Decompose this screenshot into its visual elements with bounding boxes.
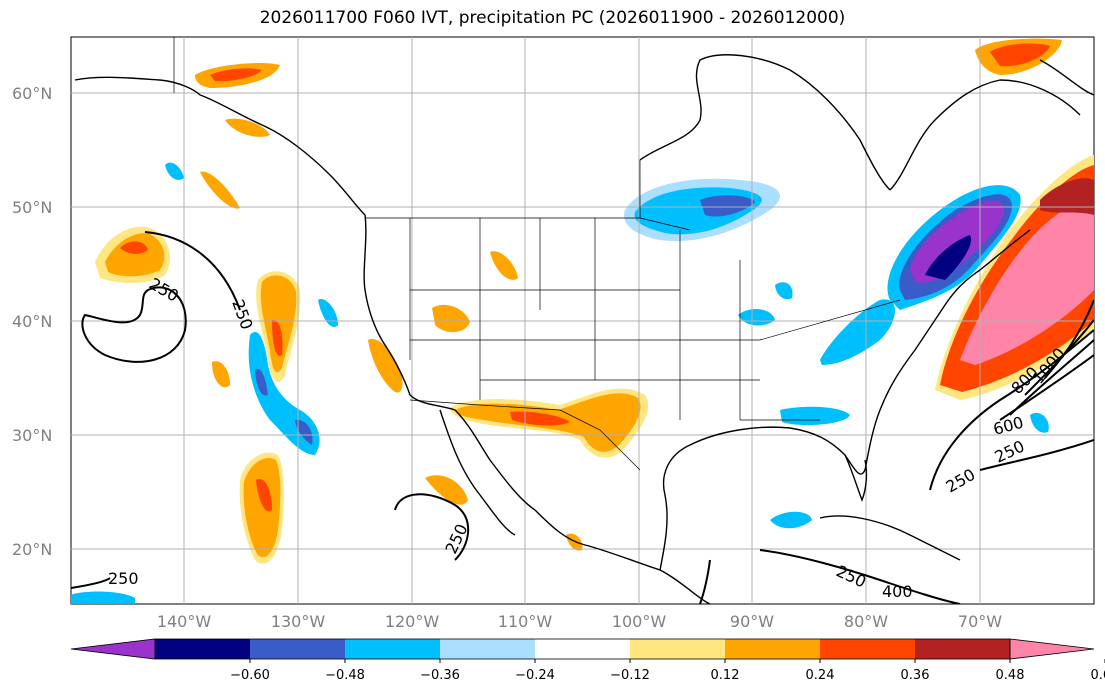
negative-region-caribbean (770, 511, 812, 529)
coastline-north-america-west (199, 94, 711, 604)
lon-label: 140°W (157, 612, 212, 631)
coastline-hudson-bay (639, 54, 891, 191)
lat-label: 60°N (12, 84, 52, 103)
lat-label: 20°N (12, 540, 52, 559)
colorbar-tick-label: −0.36 (420, 668, 460, 683)
positive-region-pacific-mid-red (272, 319, 283, 356)
longitude-labels: 140°W 130°W 120°W 110°W 100°W 90°W 80°W … (157, 612, 1002, 631)
positive-region-pacific-west-red (120, 241, 148, 254)
colorbar-swatch (820, 639, 915, 659)
ivt-contour-atlantic-1000 (1044, 299, 1094, 379)
positive-region-alaska-core (210, 68, 262, 82)
positive-region-greenland-core (990, 43, 1050, 67)
positive-region-pacific-west-core (105, 233, 165, 277)
ivt-contour-south-250 (71, 577, 111, 589)
graticule (71, 37, 1094, 604)
colorbar-swatch (250, 639, 345, 659)
negative-region-oregon (165, 162, 184, 180)
ivt-contour-atlantic-400 (999, 354, 1094, 421)
political-borders (173, 37, 901, 471)
coastlines (74, 54, 1094, 604)
positive-region-bc (225, 118, 270, 137)
ivt-contour-atlantic-600 (1009, 339, 1094, 416)
colorbar-tick-label: −0.24 (515, 668, 555, 683)
coastline-gulf (659, 229, 1031, 571)
ivt-contour-west-250 (144, 231, 241, 311)
colorbar-swatch (535, 639, 630, 659)
positive-region-baja (425, 475, 468, 505)
lon-label: 110°W (498, 612, 553, 631)
negative-region-northeast-dark (925, 235, 971, 280)
positive-region-pacific-south-core (243, 458, 281, 558)
positive-region-bc2 (200, 171, 240, 209)
latitude-labels: 60°N 50°N 40°N 30°N 20°N (12, 84, 52, 559)
colorbar-tick-label: 0.12 (711, 668, 740, 683)
positive-region-pacific-small (212, 361, 230, 388)
positive-region-atlantic-pink (960, 200, 1094, 365)
lon-label: 120°W (385, 612, 440, 631)
ivt-contour-atlantic-250 (929, 329, 1094, 491)
colorbar: −0.60 −0.48 −0.36 −0.24 −0.12 0.12 0.24 0.36 0.4… (70, 638, 1105, 683)
positive-region-nevada (432, 304, 470, 333)
coastline-greenland (1039, 59, 1094, 96)
coastline-alaska (74, 76, 201, 96)
lat-label: 50°N (12, 198, 52, 217)
colorbar-tick-label: 0.24 (806, 668, 835, 683)
lon-label: 100°W (612, 612, 667, 631)
lat-label: 30°N (12, 426, 52, 445)
ivt-contour-west-loop (81, 286, 187, 363)
ivt-label: 250 (108, 569, 139, 588)
coastline-labrador (889, 79, 1081, 191)
ivt-contours (71, 231, 1094, 604)
negative-region-atlantic (1030, 412, 1049, 433)
ivt-contour-atlantic-250b (979, 439, 1094, 471)
colorbar-swatch (725, 639, 820, 659)
lon-label: 80°W (844, 612, 888, 631)
colorbar-tick-label: 0.60 (1091, 668, 1105, 683)
ivt-contour-mexico-250 (394, 493, 470, 561)
colorbar-tick-label: −0.48 (325, 668, 365, 683)
negative-region-ontario-inner (700, 195, 755, 217)
colorbar-border (154, 638, 1011, 660)
positive-region-pacific-south-red (256, 479, 272, 512)
ivt-contour-caribbean-250 (759, 549, 961, 604)
colorbar-extend-high (1009, 638, 1095, 660)
colorbar-swatch (915, 639, 1010, 659)
positive-region-idaho (490, 251, 518, 280)
coastline-florida (844, 454, 868, 502)
positive-region-atlantic-darkred (1040, 178, 1094, 215)
negative-region-midatlantic (820, 299, 895, 365)
lon-label: 70°W (958, 612, 1002, 631)
colorbar-swatch (155, 639, 250, 659)
negative-region-south (71, 591, 135, 604)
coastline-cuba (819, 515, 961, 561)
lat-label: 40°N (12, 312, 52, 331)
coastline-baja (439, 409, 516, 536)
colorbar-swatch (345, 639, 440, 659)
colorbar-tick-label: 0.48 (996, 668, 1025, 683)
colorbar-extend-low (70, 638, 156, 660)
negative-region-michigan (775, 282, 793, 300)
positive-region-mexico-south (566, 533, 583, 551)
colorbar-swatch (630, 639, 725, 659)
colorbar-swatch (440, 639, 535, 659)
colorbar-tick-label: −0.60 (230, 668, 270, 683)
negative-region-pacific-north (318, 299, 338, 328)
ivt-label: 400 (882, 582, 913, 601)
colorbar-tick-label: −0.12 (610, 668, 650, 683)
lon-label: 90°W (730, 612, 774, 631)
colorbar-tick-label: 0.36 (901, 668, 930, 683)
lon-label: 130°W (271, 612, 326, 631)
positive-region-california (368, 339, 403, 393)
precip-shading (71, 38, 1094, 604)
negative-region-gulf (780, 406, 850, 426)
map-title: 2026011700 F060 IVT, precipitation PC (2… (259, 8, 846, 28)
ivt-contour-hispaniola (699, 559, 711, 604)
